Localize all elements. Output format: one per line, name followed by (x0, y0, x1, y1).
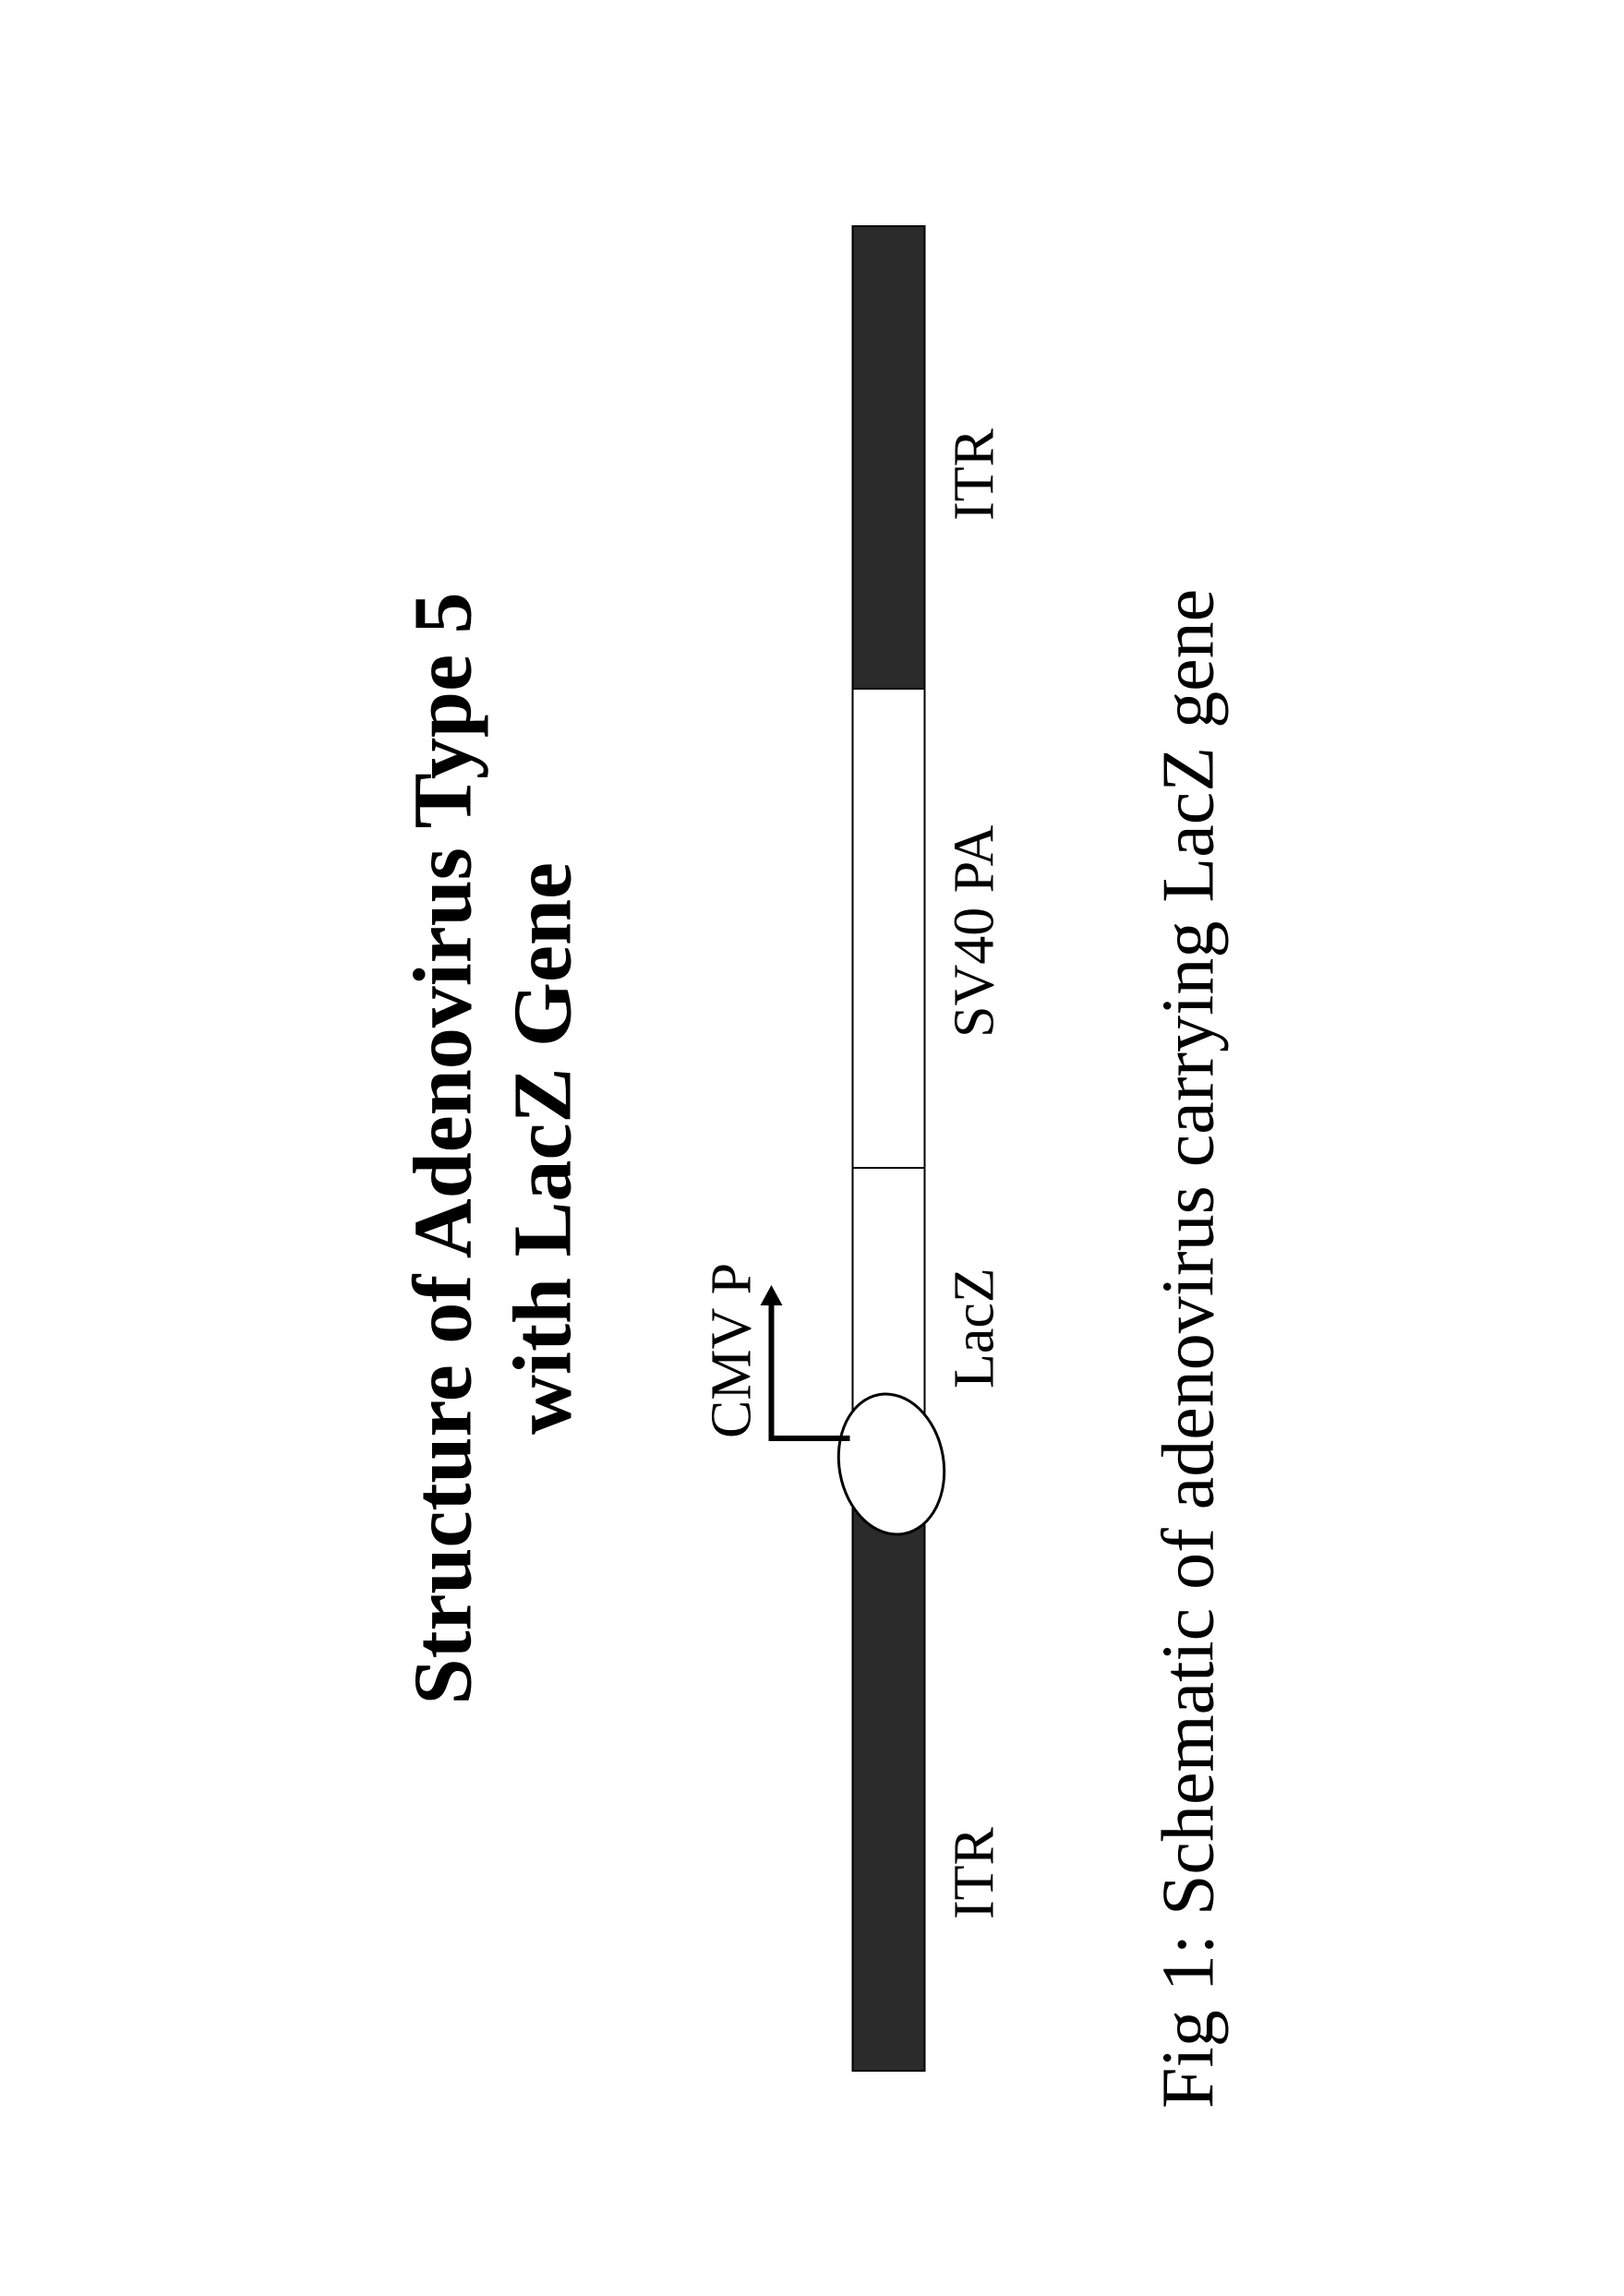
promoter-oval (825, 1384, 956, 1545)
arrow-horizontal-line (768, 1303, 774, 1441)
lacz-label: LacZ (942, 1268, 1007, 1388)
cmv-p-label: CMV P (699, 1262, 764, 1437)
title-line-1: Structure of Adenovirus Type 5 (393, 592, 493, 1704)
segment-itr-right (853, 227, 923, 688)
construct-bar (851, 225, 925, 2072)
segment-itr-left (853, 1480, 923, 2070)
itr-right-label: ITR (942, 428, 1007, 521)
figure-title: Structure of Adenovirus Type 5 with LacZ… (393, 592, 593, 1704)
rotated-figure-container: Structure of Adenovirus Type 5 with LacZ… (393, 133, 1231, 2164)
arrow-vertical-line (768, 1436, 849, 1441)
title-line-2: with LacZ Gene (493, 592, 593, 1704)
itr-left-label: ITR (942, 1827, 1007, 1919)
sv40pa-label: SV40 PA (942, 824, 1007, 1037)
segment-sv40pa (853, 688, 923, 1167)
arrowhead-icon (760, 1285, 782, 1305)
gene-construct-diagram: CMV P ITR LacZ SV40 PA ITR (740, 225, 1017, 2072)
figure-caption: Fig 1: Schematic of adenovirus carrying … (1147, 588, 1231, 2108)
